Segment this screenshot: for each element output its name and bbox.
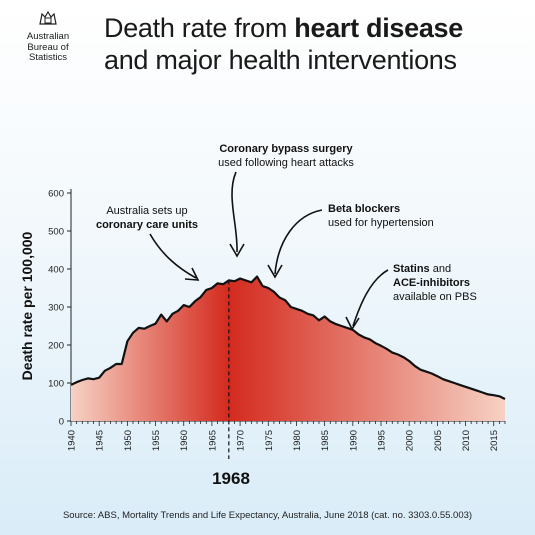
source-note: Source: ABS, Mortality Trends and Life E… xyxy=(62,510,473,521)
x-tick-label: 1950 xyxy=(123,430,134,451)
x-tick-label: 2015 xyxy=(489,430,500,451)
x-tick-label: 1960 xyxy=(179,430,190,451)
area-layer xyxy=(70,275,506,459)
logo-line-1: Australian xyxy=(26,31,70,42)
x-tick-label: 1985 xyxy=(320,430,331,451)
title-line-2: and major health interventions xyxy=(104,45,457,75)
y-tick-label: 600 xyxy=(48,189,64,200)
x-tick-label: 2005 xyxy=(433,430,444,451)
x-tick-label: 1945 xyxy=(95,430,106,451)
statins-annotation-line-1: Statins and xyxy=(393,263,451,275)
tick-layer: 0 100 200 300 400 500 600 1940 1945 1950 1955 1960 1… xyxy=(48,189,506,451)
beta-arrow xyxy=(274,209,323,275)
header: Australian Bureau of Statistics Death ra… xyxy=(0,0,535,90)
ccu-annotation-line-2: coronary care units xyxy=(96,219,198,231)
y-axis-label: Death rate per 100,000 xyxy=(19,231,35,380)
y-tick-label: 0 xyxy=(59,417,64,428)
abs-logo: Australian Bureau of Statistics xyxy=(12,10,84,70)
x-tick-label: 1975 xyxy=(264,430,275,451)
statins-annotation-line-2: ACE-inhibitors xyxy=(393,277,470,289)
bypass-arrowhead xyxy=(229,243,245,258)
statins-annotation-line-3: available on PBS xyxy=(393,291,477,303)
x-tick-label: 1970 xyxy=(236,430,247,451)
logo-line-3: Statistics xyxy=(28,52,67,63)
bypass-annotation-line-1: Coronary bypass surgery xyxy=(219,143,353,155)
y-tick-label: 200 xyxy=(48,341,64,352)
x-tick-label: 1965 xyxy=(207,430,218,451)
y-tick-label: 500 xyxy=(48,227,64,238)
ccu-arrowhead xyxy=(184,267,200,281)
bypass-arrow xyxy=(231,171,238,253)
series-line-0 xyxy=(70,275,506,400)
bypass-annotation-line-2: used following heart attacks xyxy=(218,157,354,169)
series-area-0 xyxy=(71,276,505,421)
y-tick-label: 400 xyxy=(48,265,64,276)
x-tick-label: 2000 xyxy=(405,430,416,451)
x-tick-label: 1980 xyxy=(292,430,303,451)
x-tick-label: 2010 xyxy=(461,430,472,451)
page-title: Death rate from heart disease and major … xyxy=(104,12,529,76)
statins-rest: and xyxy=(430,263,451,275)
statins-bold: Statins xyxy=(393,263,430,275)
beta-annotation-line-1: Beta blockers xyxy=(328,203,400,215)
x-tick-label: 1955 xyxy=(151,430,162,451)
x-tick-label: 1995 xyxy=(377,430,388,451)
beta-annotation-line-2: used for hypertension xyxy=(328,217,434,229)
ccu-arrow xyxy=(149,233,197,279)
title-part-1: Death rate from xyxy=(104,13,295,43)
y-tick-label: 100 xyxy=(48,379,64,390)
coat-of-arms-icon xyxy=(39,10,57,25)
title-bold: heart disease xyxy=(294,13,463,43)
beta-arrowhead xyxy=(267,264,283,279)
x-tick-label: 1940 xyxy=(67,430,78,451)
statins-arrow xyxy=(352,269,389,327)
statins-arrowhead xyxy=(345,316,360,331)
logo-line-2: Bureau of xyxy=(27,41,69,53)
y-tick-label: 300 xyxy=(48,303,64,314)
x-tick-label: 1990 xyxy=(348,430,359,451)
ccu-annotation-line-1: Australia sets up xyxy=(106,205,187,217)
highlight-year-label: 1968 xyxy=(212,469,250,488)
